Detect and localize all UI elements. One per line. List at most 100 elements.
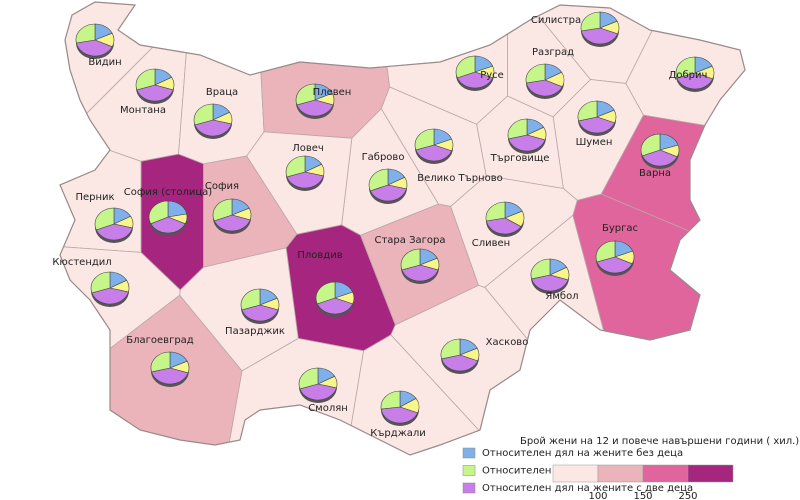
scale-tick: 250 — [678, 491, 697, 500]
pie-slice — [75, 23, 96, 44]
pie — [580, 11, 620, 47]
pie-slice — [455, 55, 476, 79]
pie-slice — [415, 144, 453, 162]
pie-slice — [595, 240, 616, 263]
scale-tick: 100 — [588, 491, 607, 500]
region-label: Перник — [75, 192, 114, 203]
country-outline — [59, 1, 746, 456]
region-label: Видин — [88, 57, 121, 68]
region-label: Шумен — [576, 137, 613, 148]
pie-slice — [675, 56, 696, 79]
pie — [150, 351, 190, 387]
region-label: Сливен — [472, 238, 510, 249]
pie — [455, 55, 495, 91]
pie — [148, 200, 188, 236]
region-label: Разград — [532, 47, 574, 58]
region-label: София — [205, 181, 239, 192]
pie — [75, 23, 115, 59]
pie-slice — [94, 207, 115, 231]
pie-slice — [193, 103, 214, 126]
pie — [414, 128, 454, 164]
pie-slice — [676, 72, 714, 90]
pie — [485, 201, 525, 237]
pie-slice — [151, 367, 189, 385]
pie — [530, 258, 570, 294]
pie-slice — [90, 271, 111, 294]
pie — [135, 68, 175, 104]
pie — [298, 367, 338, 403]
pie-slice — [298, 367, 319, 390]
pie — [368, 168, 408, 204]
pie-slice — [456, 71, 494, 89]
pie — [640, 133, 680, 169]
scale-box — [687, 464, 734, 483]
scale-title: Брой жени на 12 и повече навършени годин… — [520, 436, 799, 447]
pie — [295, 83, 335, 119]
pie-slice — [135, 68, 156, 91]
pie — [577, 100, 617, 136]
pie-slice — [316, 297, 354, 315]
pie-slice — [212, 198, 233, 222]
pie-slice — [507, 118, 528, 140]
pie-slice — [641, 149, 678, 167]
legend-swatch — [462, 465, 476, 476]
pie — [400, 248, 440, 284]
region-label: Кюстендил — [52, 257, 111, 268]
pie-slice — [299, 383, 337, 401]
pie-slice — [315, 281, 336, 305]
region-label: Благоевград — [126, 335, 194, 346]
pie — [212, 198, 252, 234]
region-label: Ямбол — [545, 291, 578, 302]
region-label: Добрич — [669, 70, 708, 81]
pie — [94, 207, 134, 243]
region-label: София (столица) — [124, 187, 213, 198]
region-label: Монтана — [120, 105, 166, 116]
pie-slice — [485, 217, 522, 235]
pie-slice — [148, 200, 169, 225]
pie-slice — [525, 63, 546, 84]
pie-slice — [640, 133, 661, 157]
region-label: Бургас — [602, 223, 638, 234]
pie-slice — [368, 168, 389, 192]
pie-slice — [213, 214, 251, 232]
pie-slice — [508, 134, 546, 152]
region-label: Плевен — [313, 87, 352, 98]
pie-slice — [401, 264, 439, 282]
region-label: Пловдив — [297, 250, 342, 261]
pie-slice — [240, 288, 261, 311]
pie-slice — [530, 258, 551, 280]
pie — [675, 56, 715, 92]
pie-slice — [285, 155, 306, 178]
region-label: Силистра — [531, 15, 581, 26]
region-label: Русе — [480, 70, 504, 81]
pie — [285, 155, 325, 191]
pie-slice — [91, 287, 129, 305]
scale-box — [552, 464, 599, 483]
pie-slice — [400, 248, 421, 271]
scale-box — [597, 464, 644, 483]
pie-slice — [296, 99, 334, 117]
pie-slice — [525, 79, 563, 97]
pie-slice — [380, 406, 419, 424]
pie-slice — [286, 171, 324, 189]
pie-slice — [580, 11, 601, 32]
region-label: Варна — [639, 168, 671, 179]
pie-slice — [95, 223, 133, 241]
pie-slice — [75, 39, 113, 57]
pie-slice — [580, 27, 619, 45]
region-label: Смолян — [308, 403, 348, 414]
pie-slice — [150, 351, 171, 373]
pie-slice — [414, 128, 435, 151]
pie — [315, 281, 355, 317]
pie — [440, 338, 480, 374]
region-label: Велико Търново — [417, 173, 502, 184]
pie — [507, 118, 547, 154]
pie-slice — [596, 256, 633, 274]
region-label: Търговище — [490, 153, 550, 164]
pie-slice — [380, 390, 401, 410]
pie — [595, 240, 635, 276]
pie-slice — [531, 274, 569, 292]
pie — [525, 63, 565, 99]
pie-slice — [578, 116, 616, 134]
